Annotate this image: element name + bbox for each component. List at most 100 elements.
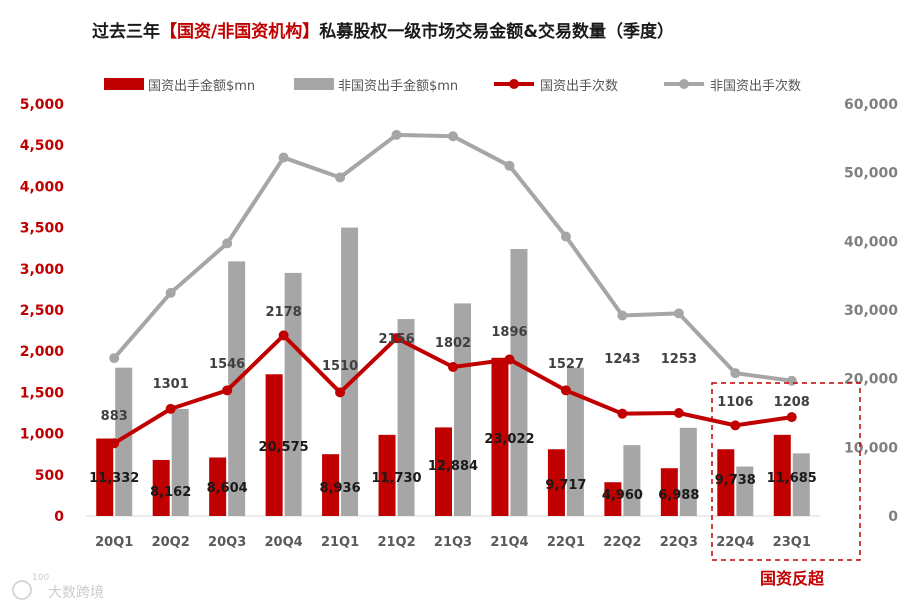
annotation-box [711, 382, 861, 561]
state-count-point [786, 412, 797, 423]
chart-title: 过去三年【国资/非国资机构】私募股权一级市场交易金额&交易数量（季度） [92, 21, 674, 42]
bar-state-amount [717, 449, 735, 516]
bar-state-amount [435, 427, 452, 516]
nonstate-count-label: 1802 [435, 336, 471, 351]
state-count-label: 11,685 [767, 471, 817, 486]
y-right-tick-label: 20,000 [844, 372, 898, 388]
state-count-label: 6,988 [658, 488, 699, 503]
nonstate-count-label: 1546 [209, 357, 245, 372]
state-count-point [504, 354, 515, 365]
state-count-point [730, 420, 741, 431]
state-count-label: 20,575 [259, 440, 309, 455]
title-prefix: 过去三年 [92, 21, 160, 42]
y-left-tick-label: 5,000 [20, 97, 65, 113]
state-count-label: 8,936 [320, 481, 361, 496]
bar-nonstate-amount [171, 408, 189, 516]
bar-state-amount [152, 459, 170, 516]
state-count-point [278, 330, 289, 341]
state-count-point [165, 403, 176, 414]
state-count-label: 11,332 [89, 471, 139, 486]
nonstate-count-point [391, 129, 402, 140]
bar-nonstate-amount [397, 319, 415, 516]
state-count-point [109, 438, 120, 449]
nonstate-count-point [786, 375, 797, 386]
legend-label: 国资出手金额$mn [148, 78, 255, 94]
y-left-tick-label: 4,500 [20, 138, 65, 154]
state-count-point [335, 387, 346, 398]
x-tick-label: 22Q3 [660, 535, 698, 550]
x-tick-label: 22Q2 [603, 535, 641, 550]
nonstate-count-point [165, 287, 176, 298]
nonstate-count-label: 1106 [717, 395, 753, 410]
bar-state-amount [322, 454, 340, 516]
state-count-label: 8,162 [150, 485, 191, 500]
legend-swatch-bar [104, 78, 144, 90]
nonstate-count-point [673, 308, 684, 319]
x-tick-label: 21Q3 [434, 535, 472, 550]
bar-nonstate-amount [454, 303, 471, 516]
bar-state-amount [265, 374, 283, 516]
state-count-point [391, 333, 402, 344]
watermark-badge: 100 [32, 573, 49, 583]
annotation-label: 国资反超 [760, 569, 825, 588]
y-left-tick-label: 3,000 [20, 262, 65, 278]
nonstate-count-label: 1208 [774, 395, 810, 410]
legend-label: 非国资出手金额$mn [338, 78, 458, 94]
bar-nonstate-amount [566, 367, 584, 516]
nonstate-count-point [730, 368, 741, 379]
state-count-point [560, 385, 571, 396]
nonstate-count-label: 1253 [661, 352, 697, 367]
nonstate-count-point [278, 152, 289, 163]
data-labels: 883 1301 1546 2178 1510 2156 1802 1896 1527 1243 1… [89, 305, 817, 503]
bar-state-amount [547, 449, 565, 516]
axes: 0 500 1,000 1,500 2,000 2,500 3,000 3,500 4,000 4… [20, 97, 899, 550]
y-left-tick-label: 2,000 [20, 344, 65, 360]
nonstate-count-label: 1301 [153, 377, 189, 392]
bar-state-amount [604, 482, 622, 516]
state-count-label: 4,960 [602, 488, 643, 503]
nonstate-count-point [448, 131, 458, 142]
bar-state-amount [491, 357, 509, 516]
y-left-tick-label: 2,500 [20, 303, 65, 319]
legend-swatch-marker [509, 79, 519, 89]
legend-swatch-marker [679, 79, 689, 89]
svg-text:过去三年【国资/非国资机构】私募股权一级市场交易金额&交易数: 过去三年【国资/非国资机构】私募股权一级市场交易金额&交易数量（季度） [92, 21, 674, 42]
bar-state-amount [209, 457, 227, 516]
y-left-tick-label: 1,500 [20, 385, 65, 401]
watermark: 100 大数跨境 [12, 573, 104, 601]
bar-nonstate-amount [736, 466, 754, 516]
state-count-point [673, 408, 684, 418]
title-highlight: 【国资/非国资机构】 [160, 21, 319, 42]
bar-state-amount [773, 434, 791, 516]
title-suffix: 私募股权一级市场交易金额&交易数量（季度） [319, 21, 674, 42]
nonstate-count-point [617, 310, 628, 321]
nonstate-count-point [222, 238, 233, 249]
legend-label: 非国资出手次数 [710, 78, 801, 94]
nonstate-count-label: 1243 [604, 352, 640, 367]
nonstate-count-label: 1896 [491, 325, 527, 340]
bar-nonstate-amount [284, 272, 302, 516]
bar-nonstate-amount [623, 445, 641, 516]
bar-nonstate-amount [679, 427, 697, 516]
legend: 国资出手金额$mn 非国资出手金额$mn 国资出手次数 非国资出手次数 [104, 78, 801, 94]
y-left-tick-label: 4,000 [20, 179, 65, 195]
legend-label: 国资出手次数 [540, 78, 618, 94]
x-tick-label: 23Q1 [773, 535, 811, 550]
x-tick-label: 20Q2 [152, 535, 190, 550]
y-left-tick-label: 3,500 [20, 221, 65, 237]
y-right-tick-label: 60,000 [844, 97, 898, 113]
nonstate-count-label: 1527 [548, 357, 584, 372]
nonstate-count-label: 2178 [266, 305, 302, 320]
y-right-tick-label: 0 [888, 509, 898, 525]
nonstate-count-point [560, 231, 571, 242]
bars [96, 227, 810, 517]
nonstate-count-point [335, 172, 346, 183]
bar-state-amount [378, 434, 396, 516]
y-left-tick-label: 1,000 [20, 427, 65, 443]
x-tick-label: 20Q1 [95, 535, 133, 550]
x-tick-label: 22Q1 [547, 535, 585, 550]
y-left-tick-label: 0 [54, 509, 64, 525]
nonstate-count-label: 2156 [378, 332, 414, 347]
